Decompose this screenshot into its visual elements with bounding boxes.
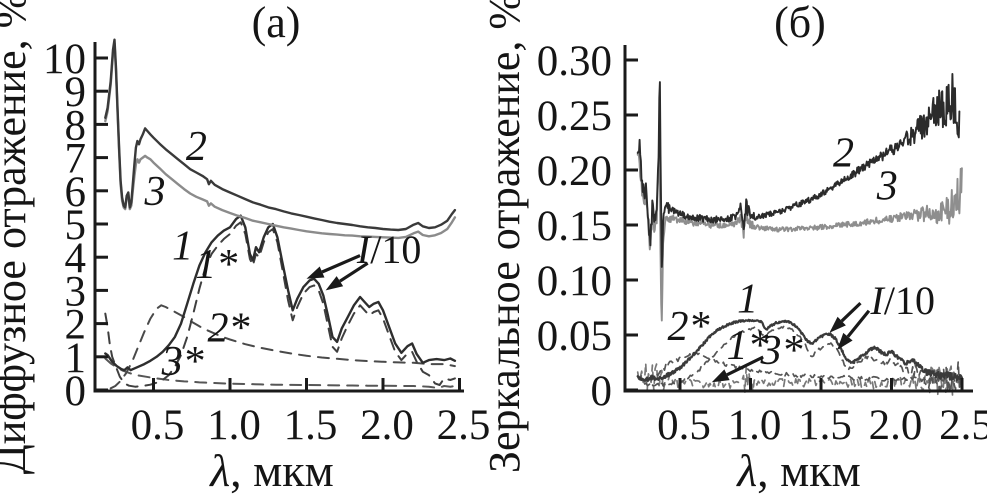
curve-2 [636,72,961,268]
x-tick-label: 2.0 [869,402,923,449]
y-tick-label: 1 [65,335,87,382]
panel-title: (б) [774,0,826,47]
curve-label-2-star: 2* [207,306,249,352]
y-tick-label: 7 [65,136,87,183]
annotation-arrow-line [846,309,871,338]
curve-1-star [643,324,962,394]
x-tick-label: 1.0 [207,402,261,449]
annotation-arrow-line [321,254,361,274]
y-axis-label: Зеркальное отражение, % [480,0,529,473]
y-tick-label: 0.15 [537,203,612,250]
curve-2-star [109,304,456,390]
annotation-arrow-head [829,316,846,333]
x-tick-label: 2.5 [437,402,491,449]
curve-label-1-star: 1* [727,323,769,369]
y-tick-label: 5 [65,202,87,249]
x-tick-label: 1.0 [728,402,782,449]
y-tick-label: 0.30 [537,38,612,85]
y-tick-label: 2 [65,302,87,349]
curve-label-3-star: 3* [161,339,204,385]
curve-label-2-star: 2* [667,304,709,350]
curve-label-I-10: I/10 [870,278,935,323]
curve-label-2: 2 [186,124,207,170]
annotation-arrow-head [306,266,325,279]
annotation-arrow-line [339,261,369,283]
y-tick-label: 0.05 [537,313,612,360]
curve-label-2: 2 [833,130,854,176]
y-tick-label: 10 [43,36,86,83]
x-tick-label: 2.5 [939,402,987,449]
curve-3-star [636,362,963,397]
curve-label-3: 3 [876,163,898,209]
curve-label-1: 1 [172,224,193,270]
y-tick-label: 9 [65,69,87,116]
y-tick-label: 3 [65,268,87,315]
y-tick-label: 0.10 [537,258,612,305]
annotation-arrow-head [711,369,730,383]
annotation-arrow-head [837,332,853,350]
x-tick-label: 0.5 [131,402,185,449]
x-axis-label: λ, мкм [208,445,334,495]
y-tick-label: 8 [65,102,87,149]
y-axis-label: Диффузное отражение, % [0,0,35,474]
x-tick-label: 1.5 [284,402,338,449]
panel-title: (а) [252,0,301,47]
x-tick-label: 0.5 [657,402,711,449]
curve-label-3: 3 [144,169,166,215]
annotation-arrow-head [325,276,344,291]
y-tick-label: 0 [65,368,87,415]
curve-3-star [104,357,456,389]
y-tick-label: 0.20 [537,148,612,195]
curve-3 [636,143,963,322]
x-tick-label: 2.0 [360,402,414,449]
annotation-arrow-line [726,355,764,377]
x-tick-label: 1.5 [798,402,852,449]
x-axis-label: λ, мкм [735,445,861,495]
curve-label-1: 1 [737,277,758,323]
y-tick-label: 0 [591,368,613,415]
curve-1 [636,318,963,382]
curve-2 [104,38,457,232]
curve-label-1-star: 1* [195,242,237,288]
y-tick-label: 6 [65,169,87,216]
curve-label-I-10: I/10 [356,227,421,272]
y-tick-label: 0.25 [537,93,612,140]
annotation-arrow-line [840,301,862,323]
y-tick-label: 4 [65,235,87,282]
curve-label-3-star: 3* [760,328,803,374]
